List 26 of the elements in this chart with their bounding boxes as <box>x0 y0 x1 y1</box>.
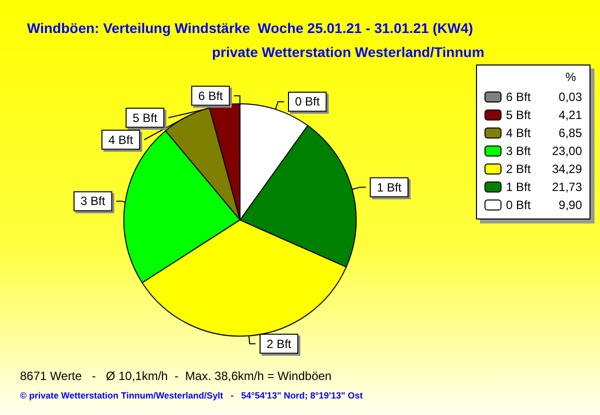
legend-label: 6 Bft <box>506 90 532 104</box>
legend-label: 2 Bft <box>506 162 532 176</box>
data-label: 34,29 <box>552 162 582 176</box>
text: 8671 Werte - Ø 10,1km/h - Max. 38,6km/h = Windböen <box>20 369 332 383</box>
legend-label: 0 Bft <box>506 198 532 212</box>
slice-label: 1 Bft <box>376 180 402 194</box>
data-label: 6,85 <box>558 126 582 140</box>
slice-label: 4 Bft <box>108 132 134 147</box>
legend-label: 1 Bft <box>506 180 532 194</box>
slice-label: 6 Bft <box>198 88 224 103</box>
data-label: 21,73 <box>552 180 582 194</box>
legend-label: 4 Bft <box>506 126 532 140</box>
slice-label: 2 Bft <box>266 336 292 351</box>
slice-label: 5 Bft <box>132 110 158 125</box>
data-label: 23,00 <box>552 144 582 158</box>
slice-label: 0 Bft <box>295 94 320 109</box>
text: © private Wetterstation Tinnum/Westerland/Sylt - 54°54'13" Nord; 8°19'13" Ost <box>20 390 363 400</box>
legend-title: % <box>565 70 576 84</box>
chart-subtitle: private Wetterstation Westerland/Tinnum <box>212 44 484 60</box>
slice-label: 3 Bft <box>80 194 106 208</box>
chart-title: Windböen: Verteilung Windstärke Woche 25.01.21 - 31.01.21 (KW4) <box>27 20 474 36</box>
data-label: 4,21 <box>558 108 582 122</box>
data-label: 9,90 <box>558 198 582 212</box>
legend-label: 3 Bft <box>506 144 532 158</box>
data-label: 0,03 <box>558 90 582 104</box>
legend-label: 5 Bft <box>506 108 532 122</box>
